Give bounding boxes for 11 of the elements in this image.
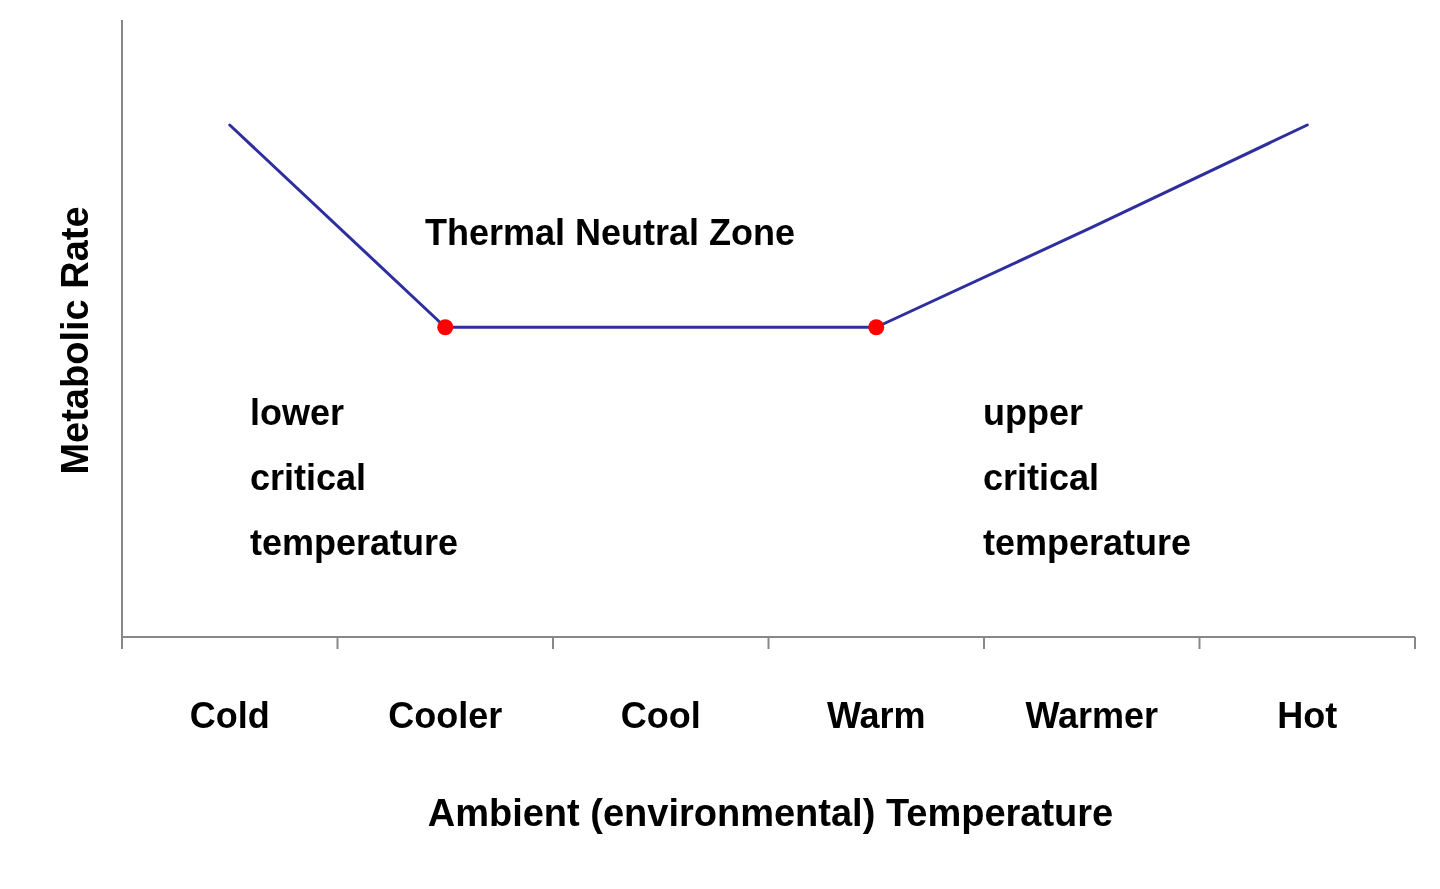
x-tick-label: Hot xyxy=(1277,695,1338,736)
y-axis-title: Metabolic Rate xyxy=(54,206,96,475)
x-tick-label: Cool xyxy=(620,695,701,736)
x-tick-label: Warmer xyxy=(1025,695,1159,736)
x-tick-label: Warm xyxy=(826,695,926,736)
x-tick-label: Cooler xyxy=(388,695,503,736)
annotation: lower critical temperature xyxy=(250,392,459,563)
x-tick-label: Cold xyxy=(189,695,270,736)
annotation: upper critical temperature xyxy=(983,392,1192,563)
x-axis-title: Ambient (environmental) Temperature xyxy=(427,792,1114,834)
annotation: Thermal Neutral Zone xyxy=(425,212,796,253)
